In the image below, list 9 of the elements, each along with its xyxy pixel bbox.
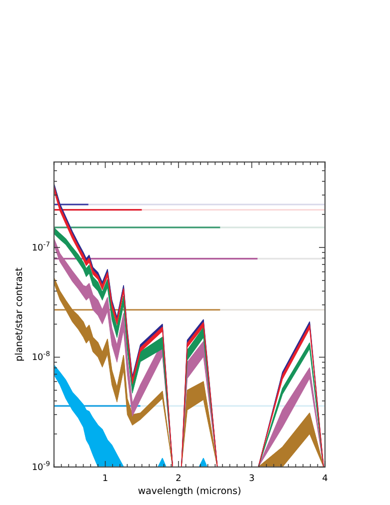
- y-tick-label: 10$^{-9}$: [32, 460, 50, 473]
- x-tick-label: 4: [322, 474, 328, 484]
- x-axis-title: wavelength (microns): [138, 486, 242, 497]
- x-tick-label: 1: [102, 474, 108, 484]
- y-axis-title: planet/star contrast: [14, 267, 25, 362]
- x-tick-label: 3: [248, 474, 255, 484]
- y-tick-label: 10$^{-8}$: [32, 350, 50, 364]
- x-tick-label: 2: [176, 474, 182, 484]
- y-tick-label: 10$^{-7}$: [32, 240, 50, 254]
